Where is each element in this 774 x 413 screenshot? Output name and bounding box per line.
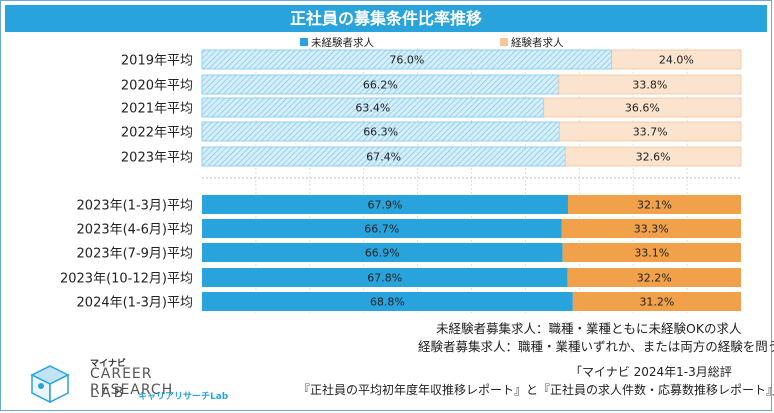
- legend-label-2: 経験者求人: [511, 36, 564, 49]
- bar-inexperienced: [202, 292, 573, 311]
- data-label-inexperienced: 76.0%: [389, 54, 424, 67]
- bar-experienced: [564, 146, 742, 167]
- bar-experienced: [572, 292, 741, 311]
- legend: 未経験者求人 経験者求人: [300, 36, 564, 49]
- legend-label-1: 未経験者求人: [311, 36, 374, 49]
- data-label-inexperienced: 66.2%: [363, 79, 398, 92]
- note-inexperienced-definition: 未経験者募集求人：職種・業種ともに未経験OKの求人: [436, 321, 742, 336]
- chart-title: 正社員の募集条件比率推移: [5, 5, 767, 32]
- bar-inexperienced: [202, 219, 562, 238]
- cube-logo-icon: [30, 365, 70, 404]
- source-line-2: 『正社員の平均初年度年収推移レポート』と『正社員の求人件数・応募数推移レポート』…: [298, 383, 774, 397]
- data-label-experienced: 32.6%: [636, 151, 671, 164]
- data-label-experienced: 32.2%: [637, 272, 672, 285]
- category-label: 2023年平均: [121, 151, 193, 166]
- bar-experienced: [543, 97, 742, 118]
- data-label-inexperienced: 67.4%: [366, 151, 401, 164]
- category-label: 2024年(1-3月)平均: [77, 296, 193, 311]
- bar-experienced: [567, 268, 741, 287]
- logo-line-1: CAREER RESEARCH: [90, 366, 174, 398]
- data-label-experienced: 33.3%: [634, 223, 669, 236]
- category-label: 2021年平均: [121, 102, 193, 117]
- category-label: 2022年平均: [121, 126, 193, 141]
- logo-line-2: LAB: [90, 385, 127, 401]
- bar-experienced: [558, 74, 742, 95]
- category-label: 2019年平均: [121, 54, 193, 69]
- data-label-experienced: 33.8%: [632, 79, 667, 92]
- data-label-inexperienced: 67.8%: [367, 272, 402, 285]
- data-label-inexperienced: 66.9%: [365, 247, 400, 260]
- career-research-lab-logo: マイナビ CAREER RESEARCH LAB キャリアリサーチLab: [20, 356, 230, 411]
- logo-subtitle: キャリアリサーチLab: [138, 392, 229, 402]
- category-label: 2023年(7-9月)平均: [77, 247, 193, 262]
- category-label: 2020年平均: [121, 79, 193, 94]
- bar-inexperienced: [202, 195, 568, 214]
- note-experienced-definition: 経験者募集求人：職種・業種いずれか、または両方の経験を問う求人: [418, 339, 774, 354]
- legend-swatch-2: [500, 38, 508, 46]
- logo-brand: マイナビ: [90, 359, 126, 369]
- data-label-experienced: 31.2%: [639, 296, 674, 309]
- category-label: 2023年(4-6月)平均: [77, 223, 193, 238]
- bar-experienced: [567, 195, 741, 214]
- bar-experienced: [611, 49, 742, 70]
- data-label-inexperienced: 67.9%: [368, 199, 403, 212]
- bar-inexperienced: [202, 243, 563, 262]
- category-label: 2023年(10-12月)平均: [60, 272, 193, 287]
- source-line-1: 「マイナビ 2024年1-3月総評: [570, 365, 732, 379]
- data-label-inexperienced: 63.4%: [355, 102, 390, 115]
- legend-swatch-1: [300, 38, 308, 46]
- data-label-experienced: 33.1%: [634, 247, 669, 260]
- data-label-inexperienced: 66.3%: [363, 126, 398, 139]
- bar-experienced: [561, 219, 741, 238]
- category-label: 2023年(1-3月)平均: [77, 199, 193, 214]
- bar-inexperienced: [202, 268, 568, 287]
- data-label-experienced: 24.0%: [659, 54, 694, 67]
- category-labels: 2019年平均 2020年平均 2021年平均 2022年平均 2023年平均 2023年…: [60, 54, 193, 311]
- bar-experienced: [558, 121, 742, 142]
- data-label-inexperienced: 66.7%: [364, 223, 399, 236]
- data-label-experienced: 32.1%: [637, 199, 672, 212]
- stacked-bar-chart: 未経験者求人 経験者求人 76.0% 24.0% 66.2% 33.8% 63.4% 36.…: [60, 36, 742, 313]
- data-label-inexperienced: 68.8%: [370, 296, 405, 309]
- data-label-experienced: 33.7%: [633, 126, 668, 139]
- bar-experienced: [562, 243, 741, 262]
- data-label-experienced: 36.6%: [625, 102, 660, 115]
- bars: 76.0% 24.0% 66.2% 33.8% 63.4% 36.6% 66.3% 33.7%…: [201, 49, 742, 311]
